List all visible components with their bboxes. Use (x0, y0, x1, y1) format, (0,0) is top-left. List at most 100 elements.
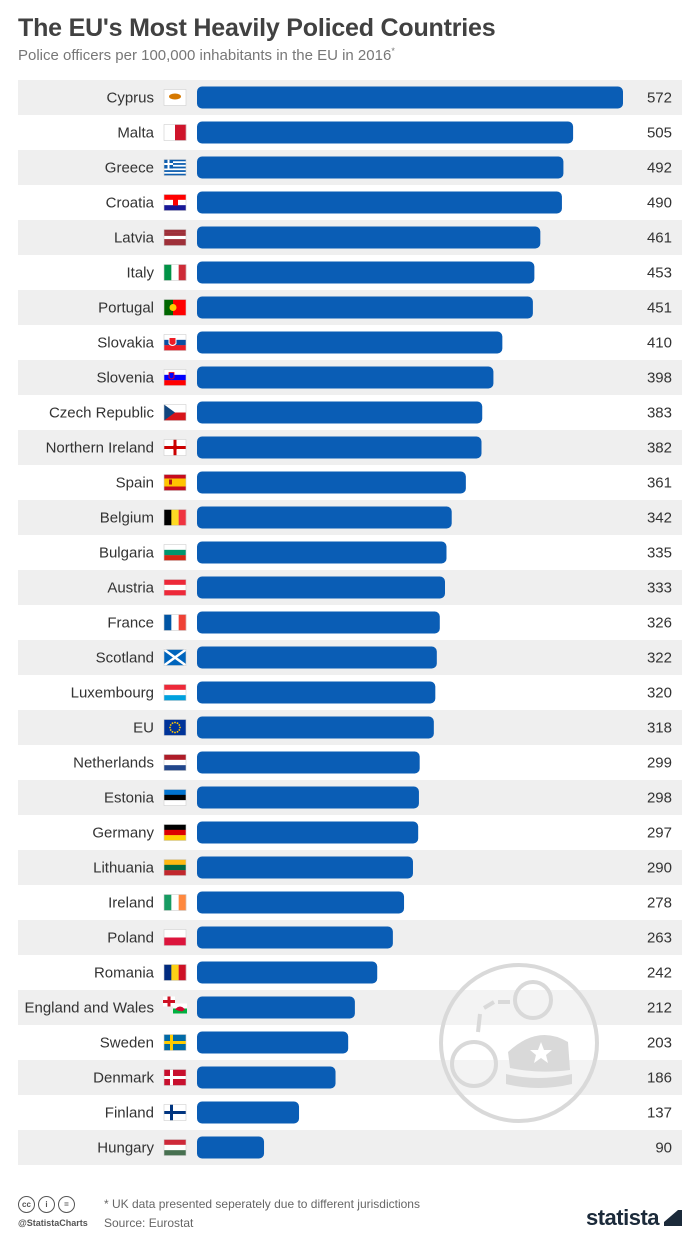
flag-stripe (164, 937, 186, 946)
flag-stripe (164, 509, 172, 526)
flag-border (163, 334, 187, 351)
bar (197, 1031, 349, 1054)
flag-stripe (164, 870, 186, 876)
category-label: Romania (94, 965, 155, 982)
category-label: Greece (105, 160, 154, 177)
flag-stripe (164, 579, 186, 586)
czech-republic-flag-icon (163, 404, 187, 421)
value-label: 572 (647, 90, 672, 107)
bar-chart: Cyprus 572 Malta 505 Greece 492 Croatia 490 Latv… (18, 80, 682, 1165)
flag-border (163, 579, 187, 596)
germany-flag-icon (163, 824, 187, 841)
bar (197, 716, 434, 739)
license-icons: cc i = (18, 1196, 75, 1213)
flag-stripe (164, 835, 186, 841)
france-flag-icon (163, 614, 187, 631)
eu-flag-icon (163, 719, 187, 736)
flag-part (173, 198, 178, 206)
social-handle: @StatistaCharts (18, 1218, 88, 1228)
flag-star (169, 726, 171, 729)
category-label: Estonia (104, 790, 155, 807)
belgium-flag-icon (163, 509, 187, 526)
value-label: 318 (647, 720, 672, 737)
bar (197, 576, 446, 599)
footnote: * UK data presented seperately due to di… (104, 1197, 420, 1211)
bar (197, 891, 405, 914)
category-label: Czech Republic (49, 405, 155, 422)
bar (197, 926, 393, 949)
flag-star (179, 726, 181, 729)
value-label: 242 (647, 965, 672, 982)
flag-stripe (164, 555, 186, 561)
category-label: Spain (116, 475, 154, 492)
flag-star (171, 722, 174, 725)
flag-star (169, 729, 172, 731)
portugal-flag-icon (163, 299, 187, 316)
bar (197, 401, 483, 424)
category-label: Slovakia (97, 335, 154, 352)
flag-border (163, 929, 187, 946)
value-label: 342 (647, 510, 672, 527)
flag-stripe (164, 166, 186, 169)
flag-border (163, 509, 187, 526)
flag-stripe (164, 205, 186, 211)
value-label: 398 (647, 370, 672, 387)
hungary-flag-icon (163, 1139, 187, 1156)
flag-part (164, 719, 186, 736)
flag-stripe (164, 163, 186, 166)
flag-stripe (164, 829, 186, 836)
flag-border (163, 719, 187, 736)
value-label: 90 (655, 1140, 672, 1157)
flag-stripe (164, 864, 186, 871)
category-label: Malta (117, 125, 154, 142)
italy-flag-icon (163, 264, 187, 281)
luxembourg-flag-icon (163, 684, 187, 701)
bar (197, 1066, 336, 1089)
bar (197, 611, 440, 634)
value-label: 326 (647, 615, 672, 632)
flag-stripe (178, 264, 187, 281)
creative-commons-icon: cc (18, 1196, 35, 1213)
flag-part (172, 445, 178, 450)
flag-part (164, 1041, 186, 1044)
flag-border (163, 894, 187, 911)
category-label: Scotland (96, 650, 154, 667)
bar (197, 156, 564, 179)
flag-stripe (164, 794, 186, 801)
flag-stripe (175, 124, 187, 141)
flag-part (169, 93, 181, 100)
flag-stripe (164, 161, 186, 164)
bar (197, 261, 535, 284)
spain-flag-icon (163, 474, 187, 491)
value-label: 137 (647, 1105, 672, 1122)
flag-stripe (164, 614, 172, 631)
value-label: 333 (647, 580, 672, 597)
bar (197, 226, 541, 249)
flag-stripe (164, 194, 186, 201)
value-label: 290 (647, 860, 672, 877)
value-label: 492 (647, 160, 672, 177)
no-derivatives-icon: = (58, 1196, 75, 1213)
flag-stripe (164, 235, 186, 240)
flag-part (163, 648, 187, 667)
flag-border (163, 404, 187, 421)
bar (197, 681, 436, 704)
latvia-flag-icon (163, 229, 187, 246)
flag-star (178, 729, 181, 731)
slovenia-flag-icon (163, 369, 187, 386)
flag-stripe (164, 374, 186, 381)
netherlands-flag-icon (163, 754, 187, 771)
flag-star (174, 721, 176, 724)
flag-border (163, 754, 187, 771)
poland-flag-icon (163, 929, 187, 946)
category-label: Lithuania (93, 860, 155, 877)
flag-part (164, 404, 175, 421)
flag-stripe (164, 486, 186, 491)
value-label: 451 (647, 300, 672, 317)
value-label: 212 (647, 1000, 672, 1017)
flag-stripe (164, 232, 186, 237)
flag-border (163, 964, 187, 981)
category-label: Netherlands (73, 755, 154, 772)
handcuffs-police-cap-icon (439, 963, 599, 1123)
row-stripe (18, 1130, 682, 1165)
